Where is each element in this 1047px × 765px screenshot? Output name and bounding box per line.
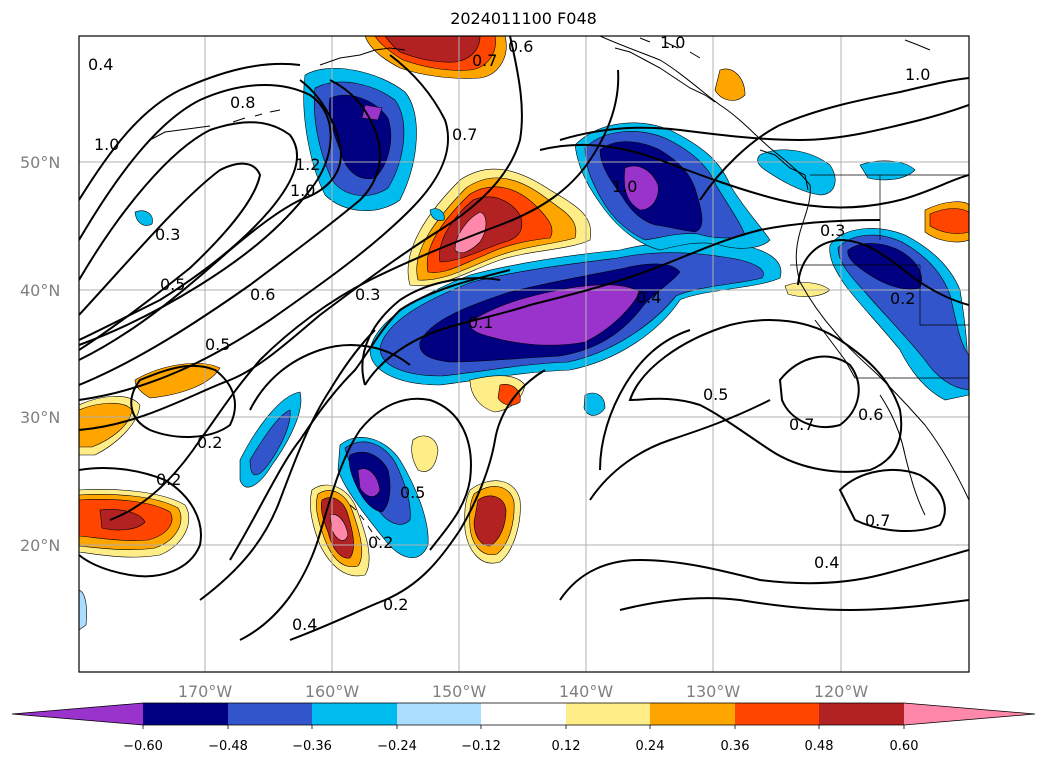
- colorbar-segment: [143, 703, 228, 725]
- colorbar-high-arrow: [904, 703, 1035, 725]
- contour-label: 0.3: [155, 225, 180, 244]
- contour-label: 0.6: [508, 37, 533, 56]
- colorbar-segment: [819, 703, 904, 725]
- contour-label: 0.3: [820, 221, 845, 240]
- contour-label: 0.4: [88, 55, 113, 74]
- contour-label: 0.7: [472, 51, 497, 70]
- colorbar-tick-label: 0.48: [805, 739, 834, 754]
- contour-label: 1.0: [612, 177, 637, 196]
- colorbar-low-arrow: [12, 703, 143, 725]
- colorbar: −0.60 −0.48 −0.36 −0.24 −0.12 0.12 0.24 …: [11, 702, 1036, 754]
- colorbar-segment: [481, 703, 566, 725]
- graticule: [79, 36, 969, 672]
- lon-label-130w: 130°W: [686, 682, 741, 701]
- coastlines: [149, 36, 969, 541]
- colorbar-segment: [312, 703, 397, 725]
- contour-label: 0.1: [468, 313, 493, 332]
- map-title: 2024011100 F048: [450, 9, 597, 28]
- contour-label: 0.7: [865, 511, 890, 530]
- contour-label: 0.5: [400, 483, 425, 502]
- contour-label: 0.2: [383, 595, 408, 614]
- contour-label: 1.0: [94, 135, 119, 154]
- colorbar-segment: [735, 703, 819, 725]
- contour-label: 0.5: [160, 275, 185, 294]
- colorbar-segment: [228, 703, 312, 725]
- contour-label: 0.2: [890, 289, 915, 308]
- lon-label-140w: 140°W: [559, 682, 614, 701]
- lat-label-50n: 50°N: [20, 153, 60, 172]
- contour-labels: 0.4 0.8 1.0 1.2 1.0 0.3 0.5 0.6 0.5 0.6 …: [88, 33, 930, 634]
- contour-label: 0.5: [703, 385, 728, 404]
- lon-label-120w: 120°W: [814, 682, 869, 701]
- lon-label-170w: 170°W: [178, 682, 233, 701]
- lat-label-30n: 30°N: [20, 408, 60, 427]
- contour-label: 0.6: [250, 285, 275, 304]
- contour-lines: [79, 36, 969, 641]
- colorbar-tick-label: −0.24: [377, 739, 417, 754]
- colorbar-tick-label: −0.48: [208, 739, 248, 754]
- contour-label: 0.7: [452, 125, 477, 144]
- map-plot-area: 0.4 0.8 1.0 1.2 1.0 0.3 0.5 0.6 0.5 0.6 …: [79, 33, 969, 672]
- colorbar-segment: [566, 703, 650, 725]
- contour-label: 0.4: [292, 615, 317, 634]
- colorbar-segment: [650, 703, 735, 725]
- contour-label: 0.5: [205, 335, 230, 354]
- latitude-labels: 50°N 40°N 30°N 20°N: [20, 153, 60, 555]
- lat-label-40n: 40°N: [20, 281, 60, 300]
- colorbar-tick-label: 0.60: [890, 739, 919, 754]
- contour-label: 0.6: [858, 405, 883, 424]
- longitude-labels: 170°W 160°W 150°W 140°W 130°W 120°W: [178, 682, 869, 701]
- colorbar-tick-label: −0.12: [461, 739, 501, 754]
- map-frame: [78, 35, 970, 673]
- lat-label-20n: 20°N: [20, 536, 60, 555]
- contour-label: 0.7: [789, 415, 814, 434]
- contour-label: 0.2: [197, 433, 222, 452]
- colorbar-tick-label: 0.24: [636, 739, 665, 754]
- contour-label: 0.4: [636, 288, 661, 307]
- colorbar-tick-label: 0.36: [721, 739, 750, 754]
- lon-label-160w: 160°W: [305, 682, 360, 701]
- contour-label: 1.0: [290, 181, 315, 200]
- colorbar-tick-label: −0.60: [123, 739, 163, 754]
- contour-label: 1.0: [905, 65, 930, 84]
- contour-label: 1.2: [295, 155, 320, 174]
- contour-label: 1.0: [660, 33, 685, 52]
- lon-label-150w: 150°W: [432, 682, 487, 701]
- contour-label: 0.8: [230, 93, 255, 112]
- contour-label: 0.2: [368, 533, 393, 552]
- contour-label: 0.4: [814, 553, 839, 572]
- colorbar-tick-label: 0.12: [552, 739, 581, 754]
- colorbar-segment: [397, 703, 481, 725]
- contour-label: 0.2: [156, 470, 181, 489]
- colorbar-tick-label: −0.36: [292, 739, 332, 754]
- contour-label: 0.3: [355, 285, 380, 304]
